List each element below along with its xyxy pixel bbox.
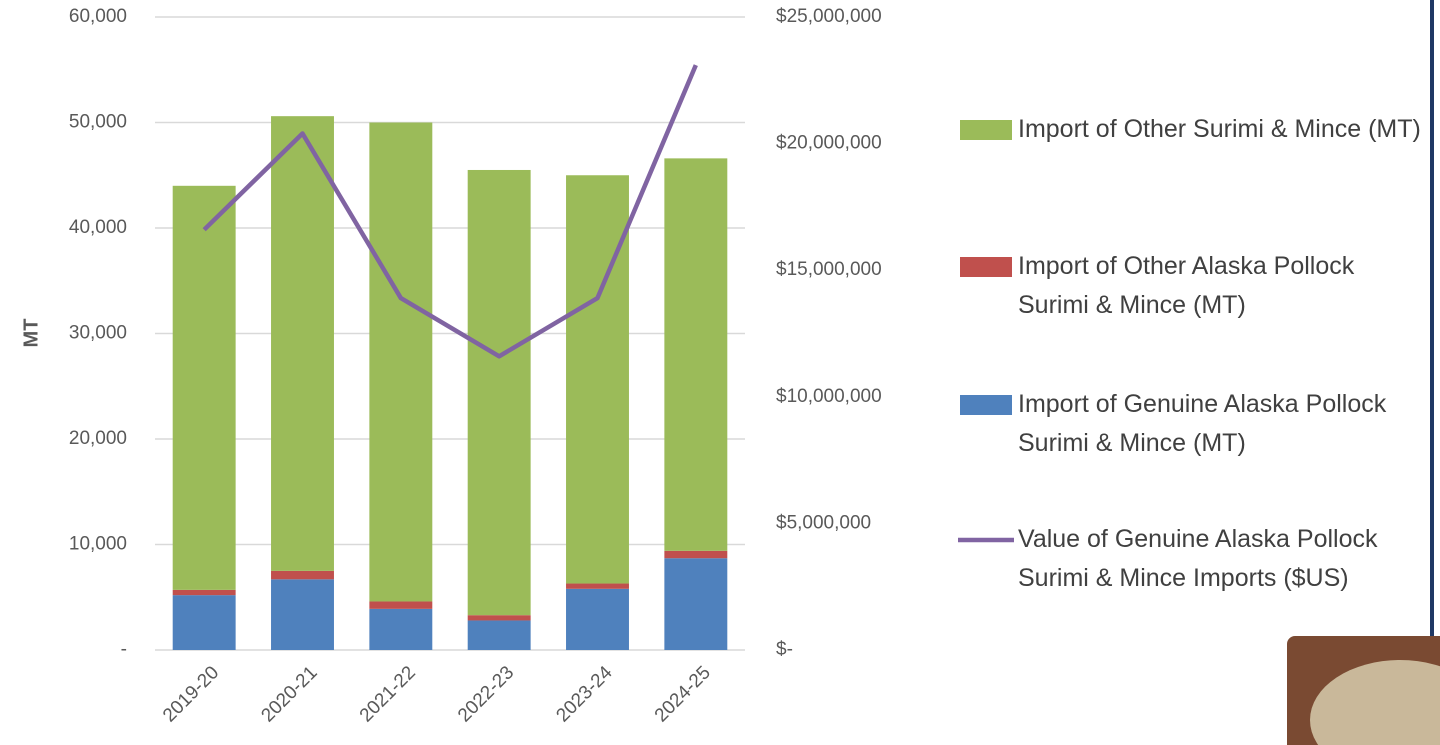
- bar-segment: [664, 550, 728, 559]
- bar-segment: [566, 175, 629, 584]
- bar-segment: [566, 588, 629, 650]
- x-tick-label: 2021-22: [356, 662, 420, 726]
- x-tick-label: 2024-25: [651, 662, 715, 726]
- x-tick-label: 2020-21: [257, 662, 321, 726]
- bar-segment: [271, 116, 334, 571]
- y-tick-label: 40,000: [69, 217, 127, 238]
- bar-segment: [467, 169, 531, 616]
- legend-swatch: [960, 120, 1012, 140]
- y-tick-label: 10,000: [69, 534, 127, 555]
- y2-tick-label: $15,000,000: [776, 259, 882, 280]
- bar-segment: [664, 158, 728, 551]
- bar-segment: [467, 615, 531, 621]
- legend-swatch: [960, 257, 1012, 277]
- y2-tick-label: $25,000,000: [776, 6, 882, 27]
- x-tick-label: 2023-24: [552, 662, 616, 726]
- bar-segment: [271, 570, 334, 580]
- y-tick-label: 30,000: [69, 323, 127, 344]
- y2-tick-label: $10,000,000: [776, 386, 882, 407]
- y-axis-label: MT: [20, 319, 42, 348]
- y2-tick-label: $-: [776, 639, 793, 660]
- bar-segment: [172, 589, 236, 596]
- x-tick-label: 2022-23: [454, 662, 518, 726]
- legend-label: Import of Genuine Alaska Pollock Surimi &…: [1018, 390, 1387, 457]
- legend-label: Import of Other Alaska Pollock Surimi & M…: [1018, 252, 1355, 319]
- bar-segment: [566, 583, 629, 589]
- bar-segment: [369, 601, 433, 609]
- bar-segment: [369, 608, 433, 650]
- legend-swatch: [960, 395, 1012, 415]
- bar-segment: [369, 122, 433, 602]
- bar-segment: [172, 595, 236, 650]
- y2-tick-label: $5,000,000: [776, 512, 871, 533]
- bar-segment: [467, 620, 531, 650]
- frame-edge: [1430, 0, 1434, 640]
- legend-label: Import of Other Surimi & Mince (MT): [1018, 115, 1421, 143]
- y-tick-label: 60,000: [69, 6, 127, 27]
- bar-segment: [271, 579, 334, 650]
- line-series: [202, 64, 698, 359]
- y-tick-label: 20,000: [69, 428, 127, 449]
- bar-segment: [172, 185, 236, 590]
- y-tick-label: -: [121, 639, 127, 660]
- bar-segment: [664, 558, 728, 650]
- y2-tick-label: $20,000,000: [776, 133, 882, 154]
- x-tick-label: 2019-20: [159, 662, 223, 726]
- legend-label: Value of Genuine Alaska Pollock Surimi & …: [1018, 525, 1378, 592]
- y-tick-label: 50,000: [69, 112, 127, 133]
- photo-noodles: [1310, 660, 1440, 745]
